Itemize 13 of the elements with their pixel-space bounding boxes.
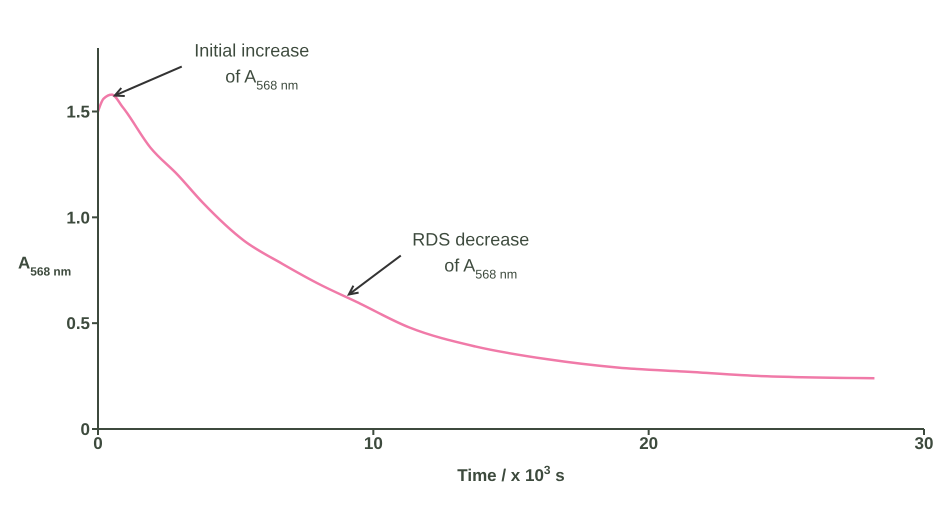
y-axis-title: A$_{568 nm}$ [18, 254, 72, 278]
line-series [98, 93, 876, 380]
y-tick-label: 1.5 [66, 102, 90, 122]
y-tick-label: 1.0 [66, 208, 90, 228]
x-axis-title: Time / x 10$^{3}$ s [457, 463, 565, 485]
annotation: RDS decrease of A$_{568 nm}$ [412, 230, 530, 282]
x-tick-label: 0 [93, 434, 103, 454]
x-tick-label: 30 [914, 434, 934, 454]
annotation: Initial increase of A$_{568 nm}$ [194, 40, 310, 93]
y-tick-label: 0.5 [66, 314, 90, 334]
x-tick-label: 20 [639, 434, 658, 454]
y-tick-label: 0 [80, 420, 90, 440]
x-tick-label: 10 [364, 434, 383, 454]
